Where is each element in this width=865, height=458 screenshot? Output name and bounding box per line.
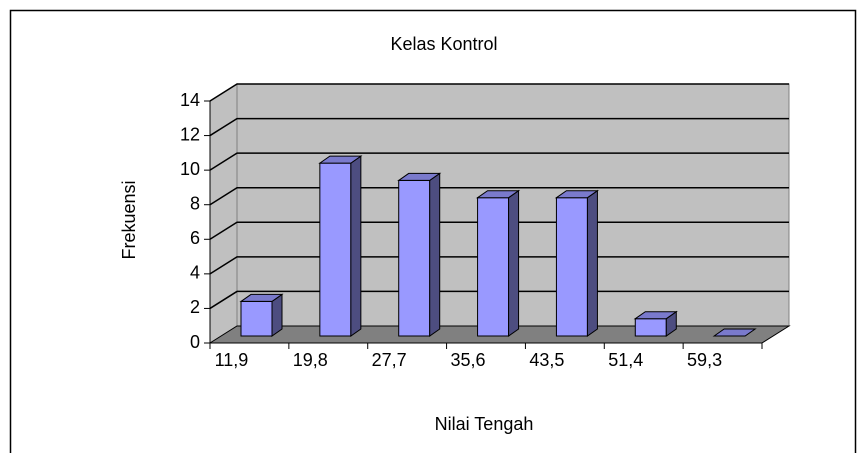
- bar-front: [319, 162, 352, 337]
- y-tick-label: 12: [180, 124, 200, 144]
- grid-line: [209, 290, 789, 310]
- x-tick-label: 51,4: [608, 350, 643, 370]
- x-tick-label: 19,8: [293, 350, 328, 370]
- grid-line: [209, 256, 789, 275]
- grid-line: [209, 117, 789, 137]
- bar-top: [318, 155, 363, 164]
- bar-front: [634, 318, 667, 337]
- y-tick-label: 0: [190, 332, 200, 352]
- x-tick-label: 27,7: [372, 350, 407, 370]
- grid-line: [209, 152, 789, 171]
- bar-front: [240, 300, 273, 337]
- x-tick-label: 11,9: [215, 350, 249, 370]
- grid-line: [209, 221, 789, 240]
- bar-side: [586, 189, 598, 337]
- bar-side: [350, 155, 362, 337]
- bar-front: [555, 197, 588, 337]
- x-tick-label: 35,6: [450, 350, 485, 370]
- bar-front: [398, 179, 431, 337]
- side-wall: [209, 83, 238, 344]
- bar-top: [633, 311, 678, 320]
- bar-front: [477, 197, 510, 337]
- y-tick-label: 8: [190, 193, 200, 213]
- bar-top: [475, 190, 521, 199]
- y-tick-label: 4: [190, 263, 200, 283]
- chart-title: Kelas Kontrol: [390, 34, 497, 54]
- bar-top: [554, 190, 600, 199]
- y-tick-label: 14: [180, 90, 200, 110]
- y-tick-label: 2: [190, 297, 200, 317]
- bar-side: [508, 189, 520, 337]
- x-tick-label: 43,5: [529, 350, 564, 370]
- bar-side: [429, 172, 441, 337]
- grid-line: [209, 186, 789, 206]
- x-tick-label: 59,3: [687, 350, 722, 370]
- bar-top: [239, 293, 284, 302]
- x-axis-label: Nilai Tengah: [435, 414, 534, 434]
- bar-top: [397, 172, 442, 181]
- bar-top: [712, 328, 757, 337]
- y-axis-label: Frekuensi: [119, 180, 139, 259]
- y-tick-label: 10: [180, 159, 200, 179]
- y-tick-label: 6: [190, 228, 200, 248]
- grid-line: [209, 83, 789, 102]
